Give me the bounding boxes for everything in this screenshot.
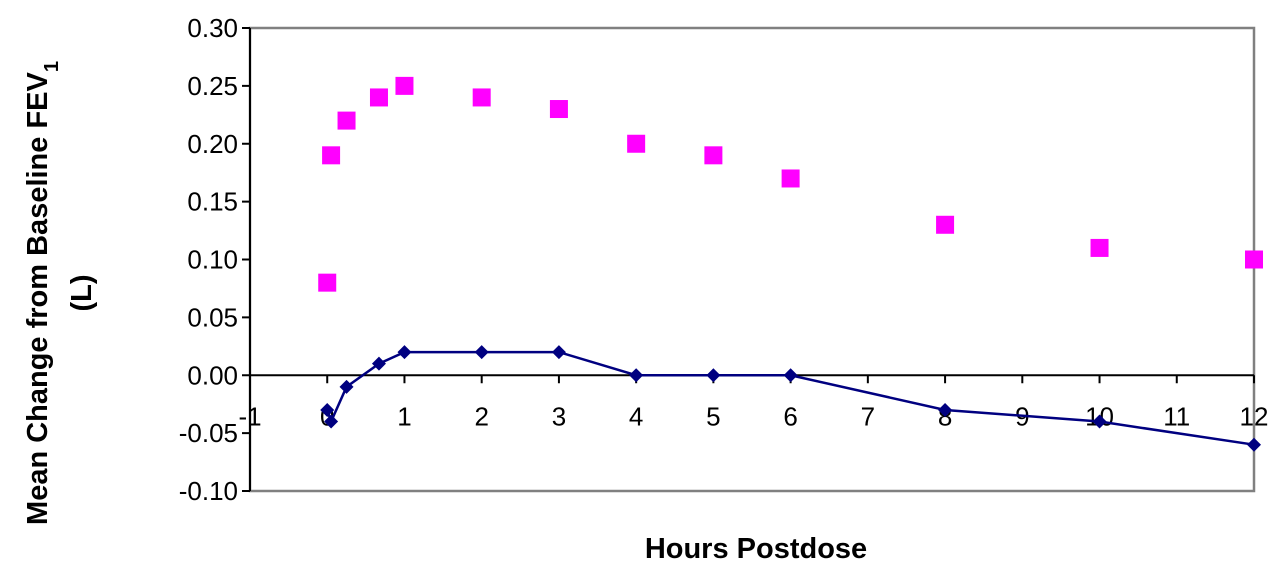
y-axis-title-group: Mean Change from Baseline FEV1(L) xyxy=(22,61,98,525)
series-1-point xyxy=(337,111,356,130)
y-tick-label: 0.20 xyxy=(187,129,238,159)
series-2-point xyxy=(320,402,335,417)
series-1-point xyxy=(1245,250,1263,269)
y-axis-title-text: Mean Change from Baseline FEV xyxy=(22,71,54,524)
series-2-point xyxy=(551,345,566,360)
series-1-point xyxy=(549,100,568,119)
y-tick-label: -0.05 xyxy=(179,418,238,448)
series-1-point xyxy=(322,146,341,165)
x-tick-label: 5 xyxy=(706,401,720,431)
series-2-point xyxy=(706,368,721,383)
series-1-point xyxy=(369,88,388,107)
data-series xyxy=(318,76,1263,452)
x-tick-label: 7 xyxy=(861,401,875,431)
y-tick-label: 0.25 xyxy=(187,71,238,101)
y-tick-label: -0.10 xyxy=(179,476,238,506)
x-tick-label: -1 xyxy=(238,401,261,431)
series-1-point xyxy=(936,215,955,234)
x-tick-label: 3 xyxy=(552,401,566,431)
y-tick-label: 0.30 xyxy=(187,13,238,43)
y-axis-title-line1: Mean Change from Baseline FEV1 xyxy=(22,61,63,525)
y-axis-ticks: 0.30 0.25 0.20 0.15 0.10 0.05 0.00 -0.05 -0.10 xyxy=(179,13,250,506)
series-1-point xyxy=(627,134,646,153)
x-tick-label: 6 xyxy=(783,401,797,431)
series-2-point xyxy=(1092,414,1107,429)
series-1-point xyxy=(472,88,491,107)
y-tick-label: 0.05 xyxy=(187,302,238,332)
series-2-point xyxy=(371,356,386,371)
x-tick-label: 12 xyxy=(1240,401,1269,431)
series-1-point xyxy=(704,146,723,165)
series-2-point xyxy=(397,345,412,360)
series-1-point xyxy=(781,169,800,188)
series-2-point xyxy=(474,345,489,360)
series-2-point xyxy=(938,402,953,417)
y-tick-label: 0.10 xyxy=(187,245,238,275)
x-axis-title: Hours Postdose xyxy=(645,533,867,561)
series-1-point xyxy=(395,76,414,95)
y-axis-title-subscript: 1 xyxy=(41,61,63,72)
x-tick-label: 4 xyxy=(629,401,643,431)
series-2-point xyxy=(783,368,798,383)
y-tick-label: 0.15 xyxy=(187,187,238,217)
series-2-point xyxy=(629,368,644,383)
series-1-point xyxy=(1090,238,1109,257)
series-2-point xyxy=(1247,437,1261,452)
x-tick-label: 11 xyxy=(1163,401,1190,431)
series-1-point xyxy=(318,273,337,292)
y-axis-title-line2: (L) xyxy=(66,274,98,311)
series-2-point xyxy=(324,414,339,429)
x-tick-label: 2 xyxy=(474,401,488,431)
y-tick-label: 0.00 xyxy=(187,360,238,390)
series-2-point xyxy=(339,379,354,394)
x-tick-label: 1 xyxy=(397,401,411,431)
